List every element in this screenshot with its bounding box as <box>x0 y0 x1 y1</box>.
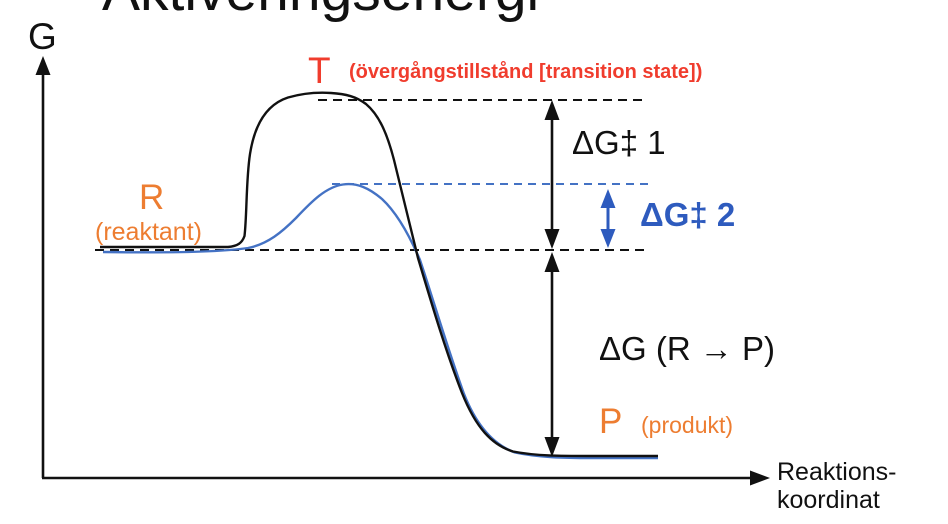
reactant-description: (reaktant) <box>95 218 202 246</box>
product-description: (produkt) <box>641 412 734 438</box>
transition-state-description: (övergångstillstånd [transition state]) <box>349 61 703 83</box>
uncatalyzed-path <box>100 91 658 458</box>
y-axis-arrowhead-icon <box>35 56 51 75</box>
dg2-arrow-up-icon <box>600 189 616 208</box>
page-title: Aktiveringsenergi <box>102 0 539 24</box>
transition-state-symbol: T <box>308 50 331 91</box>
dg1-arrow-down-icon <box>544 229 560 249</box>
x-axis-label: Reaktions- koordinat <box>777 458 897 514</box>
dgrp-arrow-up-icon <box>544 252 560 272</box>
dg2-arrow-down-icon <box>600 229 616 248</box>
dgrp-arrow-down-icon <box>544 437 560 457</box>
product-symbol: P <box>599 402 623 441</box>
dg1-arrow-up-icon <box>544 100 560 120</box>
activation-energy-2-label: ΔG‡ 2 <box>640 196 736 233</box>
y-axis-label: G <box>28 16 57 57</box>
reactant-symbol: R <box>139 178 165 217</box>
reaction-free-energy-label: ΔG (R → P) <box>599 330 776 367</box>
x-axis-arrowhead-icon <box>750 470 770 486</box>
activation-energy-1-label: ΔG‡ 1 <box>572 124 666 161</box>
